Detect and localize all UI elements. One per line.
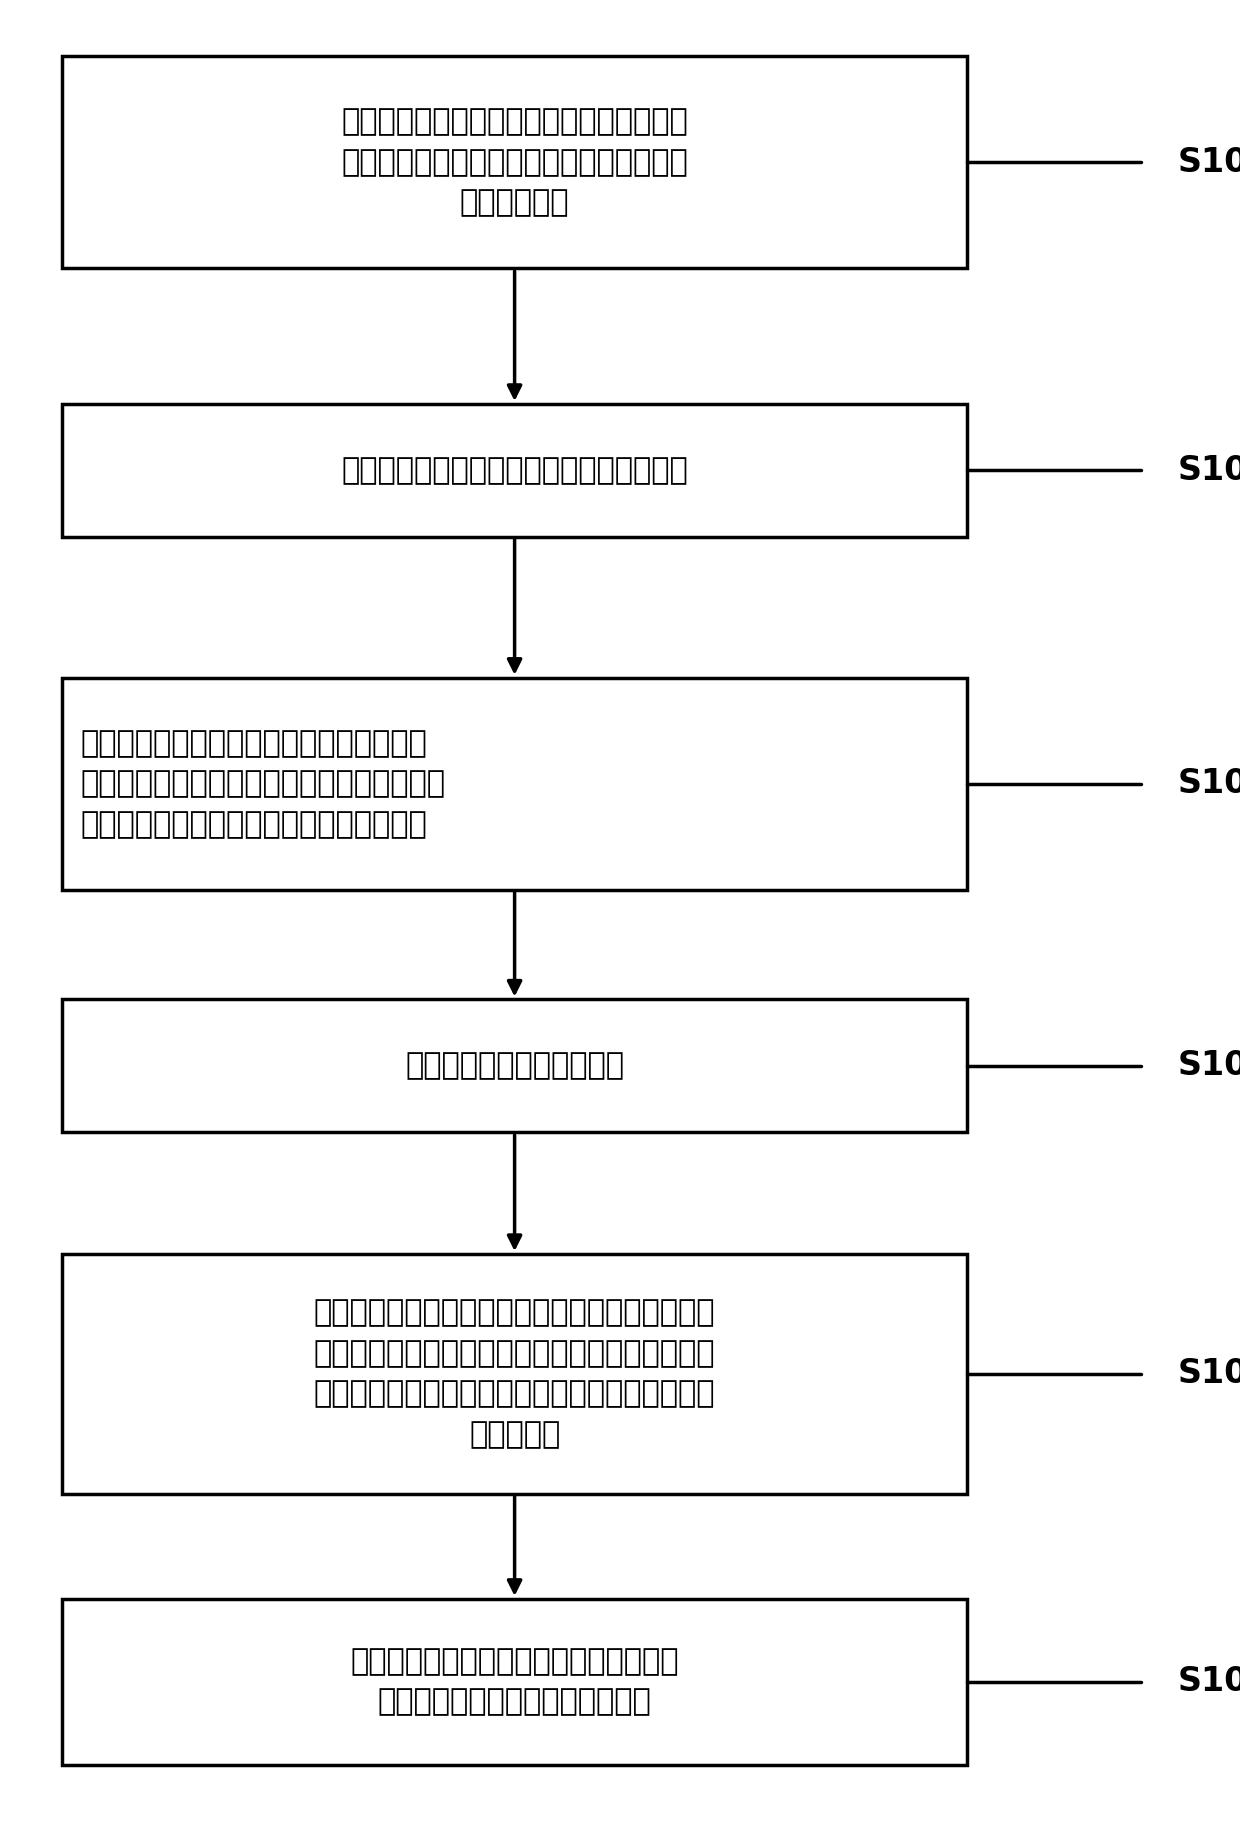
- Text: S105: S105: [1178, 1357, 1240, 1390]
- Text: 对特征污染物进行溯源分析和降解途径分析，根据
其降解途径和各工艺单元对其去除的选择性和差异
性进行评估，判断影响其去除效率的关键工艺单元
和关键因素: 对特征污染物进行溯源分析和降解途径分析，根据 其降解途径和各工艺单元对其去除的选…: [314, 1298, 715, 1449]
- Text: 针对污水处理厂各工艺单元的运行效率进行
评估，初步确定运行效率偏低、运行状况较
差的工艺单元: 针对污水处理厂各工艺单元的运行效率进行 评估，初步确定运行效率偏低、运行状况较 …: [341, 107, 688, 218]
- Text: 针对关键工艺单元和关键因素进行优化，
从而实现全工艺流程的优化和评估: 针对关键工艺单元和关键因素进行优化， 从而实现全工艺流程的优化和评估: [351, 1647, 678, 1717]
- FancyBboxPatch shape: [62, 1599, 967, 1765]
- Text: S106: S106: [1178, 1665, 1240, 1698]
- Text: S101: S101: [1178, 146, 1240, 179]
- Text: 针对各工艺单元的进出水进行采样和预处理: 针对各工艺单元的进出水进行采样和预处理: [341, 455, 688, 485]
- FancyBboxPatch shape: [62, 1254, 967, 1494]
- Text: 建立特征污染物指纹图谱库: 建立特征污染物指纹图谱库: [405, 1051, 624, 1081]
- FancyBboxPatch shape: [62, 404, 967, 537]
- FancyBboxPatch shape: [62, 55, 967, 267]
- Text: 对污水处理厂工艺流程末端的水质进行取样
分析检测，确定经过各工艺单元处理后残留在
污水中的有机物组成，从而明确特征污染物: 对污水处理厂工艺流程末端的水质进行取样 分析检测，确定经过各工艺单元处理后残留在…: [81, 728, 445, 839]
- Text: S103: S103: [1178, 767, 1240, 800]
- Text: S104: S104: [1178, 1049, 1240, 1082]
- Text: S102: S102: [1178, 454, 1240, 487]
- FancyBboxPatch shape: [62, 999, 967, 1132]
- FancyBboxPatch shape: [62, 679, 967, 891]
